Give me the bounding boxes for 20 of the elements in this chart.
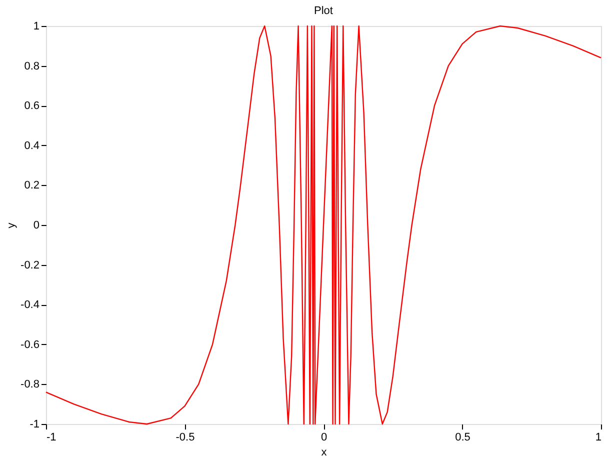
y-tick-label: 0.2 bbox=[24, 180, 40, 192]
y-tick-label: -0.2 bbox=[20, 259, 40, 272]
y-tick-label: 1 bbox=[33, 20, 40, 32]
y-tick-label: 0.8 bbox=[24, 60, 40, 72]
y-tick-label: 0 bbox=[33, 220, 40, 232]
y-tick-label: 0.6 bbox=[24, 100, 40, 112]
y-tick-label: -1 bbox=[30, 418, 40, 430]
chart-title: Plot bbox=[314, 5, 333, 17]
x-tick-label: -1 bbox=[46, 432, 56, 444]
line-series bbox=[45, 25, 602, 425]
y-tick-label: -0.6 bbox=[20, 338, 40, 351]
y-tick-label: 0.4 bbox=[24, 140, 40, 152]
x-tick-label: -0.5 bbox=[176, 432, 195, 444]
x-tick-label: 1 bbox=[595, 432, 602, 444]
y-tick-label: -0.8 bbox=[20, 378, 40, 391]
y-axis-title: y bbox=[6, 222, 18, 228]
x-axis-title: x bbox=[321, 446, 328, 458]
x-tick-label: 0.5 bbox=[455, 432, 470, 444]
y-tick-label: -0.4 bbox=[20, 299, 40, 312]
x-tick-label: 0 bbox=[320, 432, 328, 444]
